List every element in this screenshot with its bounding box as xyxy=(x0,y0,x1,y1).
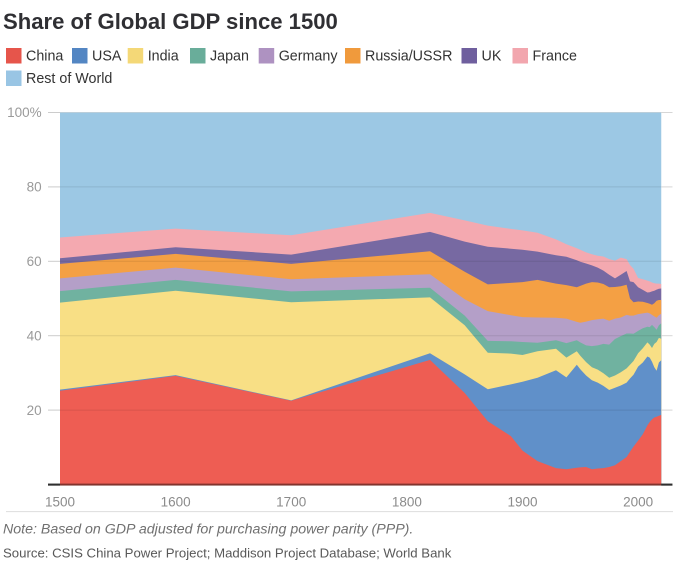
svg-text:Rest of World: Rest of World xyxy=(26,71,112,87)
svg-text:USA: USA xyxy=(92,49,122,65)
svg-text:India: India xyxy=(148,49,179,65)
svg-text:Share of Global GDP since 1500: Share of Global GDP since 1500 xyxy=(3,9,338,34)
svg-text:1700: 1700 xyxy=(276,494,306,509)
svg-text:1500: 1500 xyxy=(45,494,75,509)
svg-text:1600: 1600 xyxy=(161,494,191,509)
svg-text:60: 60 xyxy=(27,254,42,269)
svg-text:Japan: Japan xyxy=(210,49,249,65)
svg-text:Note: Based on GDP adjusted fo: Note: Based on GDP adjusted for purchasi… xyxy=(3,522,413,538)
svg-text:1800: 1800 xyxy=(392,494,422,509)
svg-text:100%: 100% xyxy=(7,105,42,120)
svg-text:1900: 1900 xyxy=(507,494,537,509)
svg-text:Source: CSIS China Power Proje: Source: CSIS China Power Project; Maddis… xyxy=(3,546,452,561)
svg-text:40: 40 xyxy=(27,328,42,343)
svg-text:Germany: Germany xyxy=(279,49,339,65)
svg-text:20: 20 xyxy=(27,403,42,418)
svg-text:2000: 2000 xyxy=(623,494,653,509)
svg-text:France: France xyxy=(533,49,578,65)
svg-text:UK: UK xyxy=(482,49,502,65)
svg-text:Russia/USSR: Russia/USSR xyxy=(365,49,452,65)
svg-text:80: 80 xyxy=(27,180,42,195)
svg-text:China: China xyxy=(26,49,63,65)
